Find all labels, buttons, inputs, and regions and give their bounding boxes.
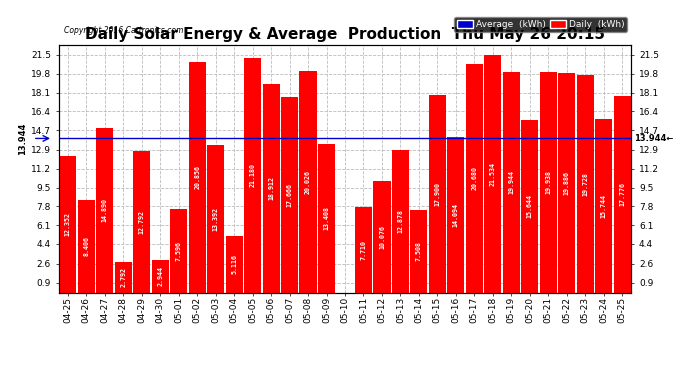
Text: 14.094: 14.094 (453, 202, 459, 226)
Bar (226, 236, 243, 292)
Bar (318, 144, 335, 292)
Text: 7.710: 7.710 (360, 240, 366, 260)
Bar (299, 71, 317, 292)
Bar (373, 181, 391, 292)
Bar (115, 262, 132, 292)
Bar (170, 209, 187, 292)
Text: 7.596: 7.596 (176, 240, 181, 261)
Text: 17.776: 17.776 (619, 182, 625, 206)
Bar (411, 210, 428, 292)
Bar (262, 84, 279, 292)
Bar (188, 62, 206, 292)
Bar (503, 72, 520, 292)
Text: 19.886: 19.886 (564, 171, 570, 195)
Bar (207, 144, 224, 292)
Bar (558, 73, 575, 292)
Title: Daily Solar Energy & Average  Production  Thu May 26 20:15: Daily Solar Energy & Average Production … (85, 27, 605, 42)
Text: 12.792: 12.792 (139, 210, 145, 234)
Text: 2.792: 2.792 (120, 267, 126, 287)
Text: Copyright 2016 Cartronics.com: Copyright 2016 Cartronics.com (64, 26, 184, 35)
Text: 2.944: 2.944 (157, 266, 164, 286)
Bar (595, 118, 612, 292)
Bar (466, 64, 483, 292)
Text: 13.944←: 13.944← (634, 134, 673, 143)
Text: 10.076: 10.076 (379, 225, 385, 249)
Bar (540, 72, 557, 292)
Bar (447, 137, 464, 292)
Text: 21.180: 21.180 (250, 164, 255, 188)
Text: 19.938: 19.938 (545, 170, 551, 194)
Text: 17.666: 17.666 (286, 183, 293, 207)
Text: 18.912: 18.912 (268, 176, 274, 200)
Bar (96, 128, 113, 292)
Legend: Average  (kWh), Daily  (kWh): Average (kWh), Daily (kWh) (455, 17, 627, 32)
Bar (613, 96, 631, 292)
Bar (355, 207, 372, 292)
Text: 15.744: 15.744 (600, 194, 607, 217)
Text: 20.026: 20.026 (305, 170, 311, 194)
Bar (78, 200, 95, 292)
Bar (577, 75, 594, 292)
Text: 13.408: 13.408 (324, 206, 330, 230)
Bar (428, 95, 446, 292)
Text: 21.534: 21.534 (490, 162, 496, 186)
Text: 12.352: 12.352 (65, 212, 71, 236)
Text: 13.944: 13.944 (18, 122, 27, 154)
Bar (521, 120, 538, 292)
Text: 17.900: 17.900 (435, 182, 440, 206)
Text: 8.406: 8.406 (83, 236, 90, 256)
Text: 19.728: 19.728 (582, 171, 588, 195)
Text: 19.944: 19.944 (509, 170, 514, 194)
Text: 15.644: 15.644 (526, 194, 533, 218)
Text: 13.392: 13.392 (213, 207, 219, 231)
Bar (281, 97, 298, 292)
Bar (484, 55, 502, 292)
Bar (392, 150, 409, 292)
Text: 12.878: 12.878 (397, 209, 404, 233)
Text: 7.508: 7.508 (416, 241, 422, 261)
Text: 14.890: 14.890 (102, 198, 108, 222)
Text: 20.680: 20.680 (471, 166, 477, 190)
Bar (244, 58, 262, 292)
Bar (133, 151, 150, 292)
Text: 20.856: 20.856 (194, 165, 200, 189)
Bar (59, 156, 77, 292)
Text: 5.116: 5.116 (231, 254, 237, 274)
Bar (152, 260, 169, 292)
